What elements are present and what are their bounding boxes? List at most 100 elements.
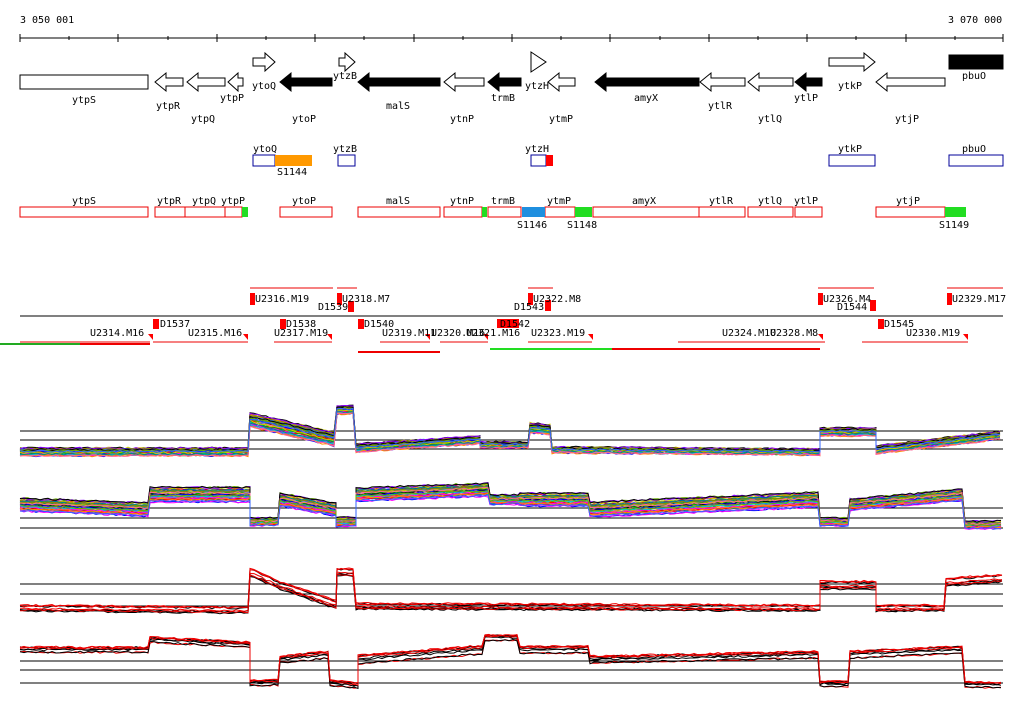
feature-ytzB[interactable] [337, 154, 356, 167]
gene-ytoQ[interactable] [252, 51, 276, 73]
segment-label: U2314.M16 [90, 328, 144, 339]
gene-ytkP[interactable] [828, 51, 876, 73]
gene-ytzB[interactable] [338, 51, 356, 73]
coordinate-ruler: 3 050 001 3 070 000 [19, 15, 1004, 42]
feature-label: malS [386, 196, 410, 207]
segment-label: D1537 [160, 319, 190, 330]
gene-ytlQ[interactable] [747, 71, 794, 93]
gene-ytpQ[interactable] [186, 71, 226, 93]
gene-ytlP[interactable] [794, 71, 823, 93]
profile-line [19, 412, 1001, 458]
gene-label: ytnP [450, 114, 474, 125]
s-box-orange[interactable] [275, 155, 312, 166]
s-label: S1148 [567, 220, 597, 231]
segment-label: U2319.M11 [382, 328, 436, 339]
feature-ytpS[interactable] [19, 206, 149, 218]
feature-ytpP[interactable] [224, 206, 243, 218]
profile-line [19, 482, 1002, 523]
s-box-blue[interactable] [522, 207, 545, 217]
feature-ytlP[interactable] [794, 206, 823, 218]
s-box-red[interactable] [546, 155, 553, 166]
gene-ytmP[interactable] [547, 71, 576, 93]
gene-pbuO[interactable] [948, 54, 1004, 70]
profile-line [19, 490, 1002, 527]
antisense-s-boxes [242, 207, 966, 217]
profile-line [19, 486, 1002, 525]
segment-label: D1540 [364, 319, 394, 330]
segment-markers [148, 293, 968, 340]
gene-ytnP[interactable] [443, 71, 485, 93]
feature-malS[interactable] [357, 206, 441, 218]
segment-label: U2318.M7 [342, 294, 390, 305]
segment-label: U2323.M19 [531, 328, 585, 339]
profile-line [19, 634, 1002, 686]
gene-trmB[interactable] [487, 71, 522, 93]
gene-ytlR[interactable] [699, 71, 746, 93]
feature-label: ytpQ [192, 196, 216, 207]
s-box-green[interactable] [945, 207, 966, 217]
gene-label: ytzB [333, 71, 357, 82]
s-box-green[interactable] [575, 207, 592, 217]
segment-label: U2322.M8 [533, 294, 581, 305]
feature-label: ytoP [292, 196, 316, 207]
gene-label: ytlR [708, 101, 733, 112]
profile-line [19, 567, 1003, 609]
feature-ytlQ[interactable] [747, 206, 794, 218]
feature-ytnP[interactable] [443, 206, 483, 218]
profile-line [19, 495, 1002, 530]
profile-line [19, 492, 1002, 529]
feature-ytoP[interactable] [279, 206, 333, 218]
gene-ytpP[interactable] [227, 71, 244, 93]
feature-label: ytlQ [758, 196, 782, 207]
profile-line [19, 407, 1001, 453]
feature-ytoQ[interactable] [252, 154, 276, 167]
ruler-end-label: 3 070 000 [948, 15, 1002, 26]
gene-label: ytpQ [191, 114, 215, 125]
feature-label: ytpS [72, 196, 96, 207]
gene-label: ytjP [895, 114, 919, 125]
segment-label: U2315.M16 [188, 328, 242, 339]
segment-label: U2330.M19 [906, 328, 960, 339]
feature-label: ytzH [525, 144, 549, 155]
feature-ytlR[interactable] [698, 206, 746, 218]
feature-label: ytjP [896, 196, 920, 207]
feature-ytjP[interactable] [875, 206, 946, 218]
gene-label: ytlQ [758, 114, 782, 125]
gene-ytoP[interactable] [279, 71, 333, 93]
segment-track: U2316.M19 D1539 U2318.M7 D1543 U2322.M8 … [0, 287, 1006, 353]
profile-lines [19, 481, 1002, 530]
feature-label: ytpP [221, 196, 245, 207]
feature-label: ytoQ [253, 144, 277, 155]
segment-label: D1542 [500, 319, 530, 330]
gene-ytpS[interactable] [19, 74, 149, 90]
feature-label: ytlR [709, 196, 734, 207]
feature-ytzH[interactable] [530, 154, 547, 167]
gene-label: ytoP [292, 114, 316, 125]
s-box-green[interactable] [482, 207, 487, 217]
gene-label: malS [386, 101, 410, 112]
profile-lines [19, 404, 1001, 458]
segment-label: U2320.M16 [431, 328, 485, 339]
expression-panel-2 [19, 481, 1003, 530]
feature-ytkP[interactable] [828, 154, 876, 167]
feature-ytpQ[interactable] [184, 206, 226, 218]
gene-amyX[interactable] [594, 71, 700, 93]
sense-feature-track: ytoQ ytzB ytzH ytkP pbuO S1144 [252, 144, 1004, 178]
segment-label: D1545 [884, 319, 914, 330]
feature-amyX[interactable] [592, 206, 700, 218]
feature-trmB[interactable] [487, 206, 522, 218]
s-label: S1146 [517, 220, 547, 231]
gene-malS[interactable] [357, 71, 441, 93]
feature-ytpR[interactable] [154, 206, 186, 218]
gene-ytzH[interactable] [530, 51, 547, 73]
feature-label: ytlP [794, 196, 818, 207]
feature-ytmP[interactable] [544, 206, 576, 218]
feature-label: ytnP [450, 196, 474, 207]
gene-ytpR[interactable] [154, 71, 184, 93]
profile-line [19, 568, 1003, 610]
s-box-green[interactable] [242, 207, 248, 217]
feature-pbuO[interactable] [948, 154, 1004, 167]
profile-line [19, 633, 1002, 684]
gene-ytjP[interactable] [875, 71, 946, 93]
gene-label: ytzH [525, 81, 549, 92]
